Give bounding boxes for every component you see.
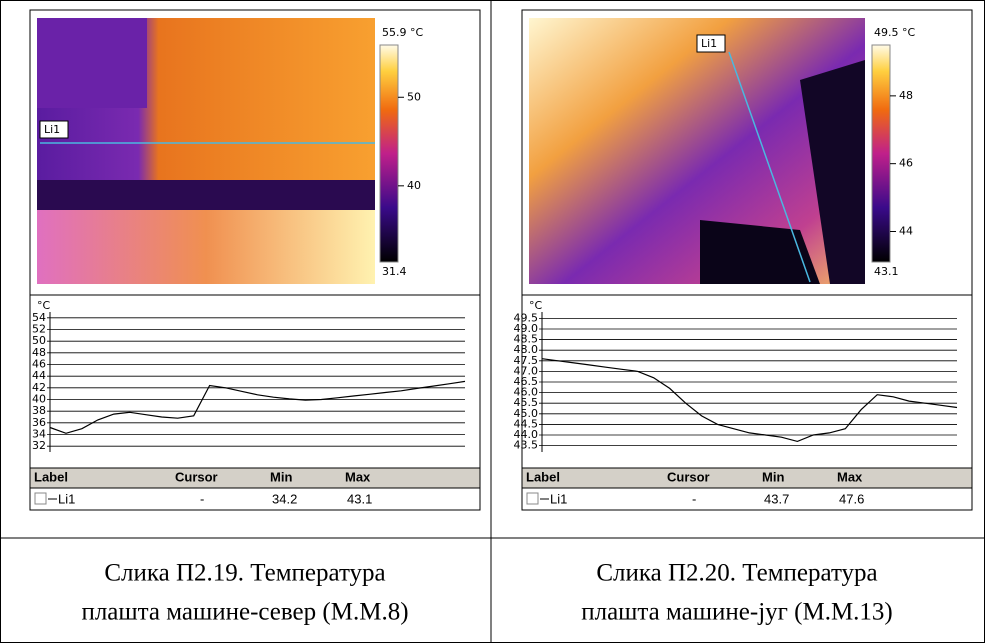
- table-header: Min: [270, 469, 292, 484]
- y-tick-label: 49.5: [514, 311, 539, 324]
- color-bar: [379, 44, 399, 263]
- line-label-box: [39, 120, 69, 139]
- caption: Слика П2.19. Температура: [104, 560, 385, 587]
- colorbar-max: 49.5 °C: [874, 26, 915, 39]
- table-header: Min: [762, 469, 784, 484]
- panel-frame: [521, 9, 973, 511]
- profile-line: [49, 380, 466, 434]
- table-cell: -: [200, 491, 204, 506]
- y-tick-label: 54: [32, 311, 46, 324]
- table-cell: 47.6: [839, 491, 864, 506]
- colorbar-tick-label: 40: [407, 179, 421, 192]
- y-tick-label: 40: [32, 393, 46, 406]
- table-cell: 43.1: [347, 491, 372, 506]
- y-tick-label: 52: [32, 323, 46, 336]
- colorbar-tick-label: 44: [899, 224, 913, 237]
- y-tick-label: 48.5: [514, 333, 539, 346]
- checkbox: [526, 492, 539, 505]
- y-tick-label: 45.5: [514, 396, 539, 409]
- line-label: Li1: [701, 37, 717, 50]
- table-header: Cursor: [175, 469, 218, 484]
- checkbox: [34, 492, 47, 505]
- table-cell: Li1: [550, 491, 567, 506]
- thermal-image: [529, 18, 865, 284]
- y-tick-label: 42: [32, 381, 46, 394]
- y-tick-label: 49.0: [514, 322, 539, 335]
- y-tick-label: 46.0: [514, 386, 539, 399]
- caption: плашта машине-север (М.М.8): [81, 599, 408, 626]
- y-tick-label: 44.5: [514, 417, 539, 430]
- colorbar-max: 55.9 °C: [382, 26, 423, 39]
- thermal-image-part: [37, 18, 147, 108]
- y-tick-label: 44: [32, 369, 46, 382]
- y-tick-label: 32: [32, 439, 46, 452]
- line-label-box: [696, 34, 726, 53]
- y-tick-label: 47.0: [514, 364, 539, 377]
- caption: плашта машине-југ (М.М.13): [581, 599, 893, 626]
- color-bar: [871, 44, 891, 263]
- table-cell: Li1: [58, 491, 75, 506]
- y-tick-label: 48.0: [514, 343, 539, 356]
- y-tick-label: 46: [32, 358, 46, 371]
- colorbar-tick-label: 48: [899, 89, 913, 102]
- thermal-image-part: [800, 60, 865, 284]
- y-tick-label: 45.0: [514, 407, 539, 420]
- y-tick-label: 34: [32, 428, 46, 441]
- colorbar-min: 43.1: [874, 265, 899, 278]
- table-header: Label: [34, 469, 68, 484]
- colorbar-tick-label: 46: [899, 157, 913, 170]
- y-tick-label: 36: [32, 416, 46, 429]
- table-cell: 43.7: [764, 491, 789, 506]
- colorbar-tick-label: 50: [407, 90, 421, 103]
- unit-label: °C: [529, 299, 543, 312]
- y-tick-label: 38: [32, 404, 46, 417]
- table-header: Label: [526, 469, 560, 484]
- thermal-image-part: [37, 180, 375, 210]
- y-tick-label: 44.0: [514, 428, 539, 441]
- caption: Слика П2.20. Температура: [596, 560, 877, 587]
- y-tick-label: 50: [32, 334, 46, 347]
- table-cell: -: [692, 491, 696, 506]
- panel-frame: [29, 9, 481, 511]
- y-tick-label: 43.5: [514, 439, 539, 452]
- line-label: Li1: [44, 123, 60, 136]
- unit-label: °C: [37, 299, 51, 312]
- table-header: Max: [837, 469, 863, 484]
- measure-line: [728, 51, 811, 283]
- y-tick-label: 48: [32, 346, 46, 359]
- table-header-bg: [29, 467, 481, 489]
- colorbar-min: 31.4: [382, 265, 407, 278]
- table-header-bg: [521, 467, 973, 489]
- table-header: Max: [345, 469, 371, 484]
- thermal-image-part: [700, 220, 820, 284]
- thermal-image-part: [37, 210, 375, 284]
- y-tick-label: 46.5: [514, 375, 539, 388]
- table-cell: 34.2: [272, 491, 297, 506]
- table-header: Cursor: [667, 469, 710, 484]
- profile-line: [541, 358, 958, 443]
- y-tick-label: 47.5: [514, 354, 539, 367]
